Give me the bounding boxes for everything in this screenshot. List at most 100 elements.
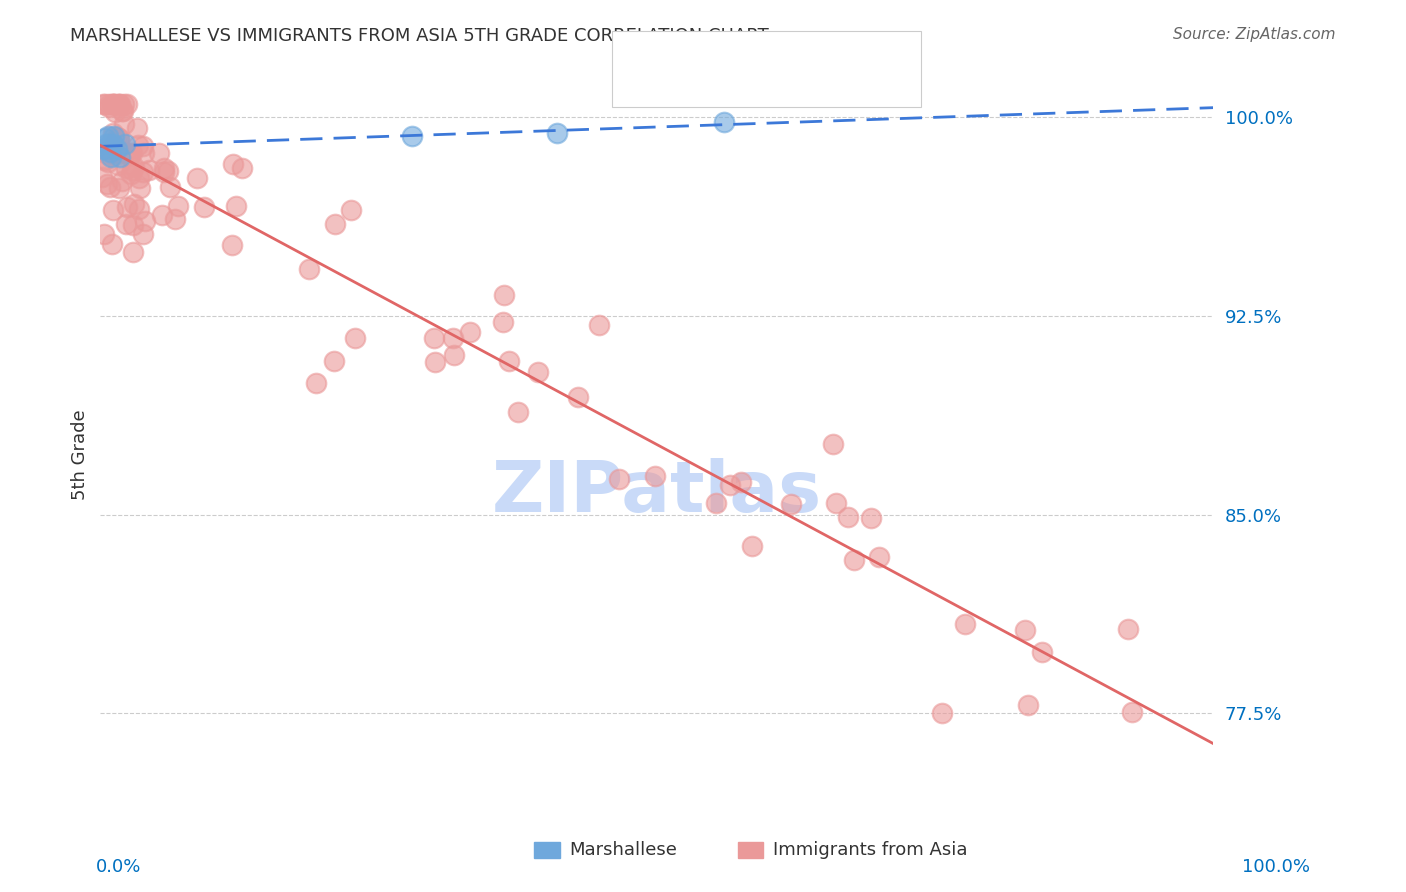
Point — [443, 348, 465, 362]
Point — [401, 128, 423, 143]
Point — [112, 103, 135, 118]
Point — [101, 202, 124, 217]
Point — [186, 171, 208, 186]
Point — [527, 365, 550, 379]
Point — [127, 120, 149, 135]
Point — [107, 146, 129, 161]
Point — [98, 136, 121, 151]
Point — [165, 211, 187, 226]
Point — [122, 161, 145, 175]
Point — [166, 199, 188, 213]
Point — [1014, 623, 1036, 637]
Point — [96, 146, 118, 161]
Point — [121, 162, 143, 177]
Point — [115, 97, 138, 112]
Bar — [623, 68, 654, 87]
Point — [153, 161, 176, 175]
Point — [98, 141, 121, 155]
Point — [931, 706, 953, 721]
Text: 0.0%: 0.0% — [96, 858, 141, 876]
Point — [129, 181, 152, 195]
Point — [148, 145, 170, 160]
Point — [121, 145, 143, 160]
Point — [741, 539, 763, 553]
Point — [609, 472, 631, 486]
Point — [108, 97, 131, 112]
Point — [107, 97, 129, 112]
Point — [823, 437, 845, 451]
Point — [114, 161, 136, 176]
Point — [91, 170, 114, 185]
Text: MARSHALLESE VS IMMIGRANTS FROM ASIA 5TH GRADE CORRELATION CHART: MARSHALLESE VS IMMIGRANTS FROM ASIA 5TH … — [70, 27, 769, 45]
Point — [94, 131, 117, 145]
Point — [94, 136, 117, 151]
Point — [1116, 622, 1139, 636]
Text: Source: ZipAtlas.com: Source: ZipAtlas.com — [1173, 27, 1336, 42]
Point — [546, 126, 568, 140]
Point — [138, 163, 160, 178]
Point — [97, 155, 120, 169]
Point — [842, 553, 865, 567]
Point — [91, 97, 114, 112]
Point — [713, 115, 735, 129]
Point — [101, 140, 124, 154]
Point — [423, 355, 446, 369]
Point — [115, 200, 138, 214]
Point — [221, 157, 243, 171]
Point — [704, 496, 727, 510]
Point — [132, 139, 155, 153]
Point — [93, 153, 115, 168]
Point — [127, 138, 149, 153]
Text: Marshallese: Marshallese — [569, 841, 678, 859]
Point — [837, 510, 859, 524]
Point — [100, 150, 122, 164]
Text: ZIPatlas: ZIPatlas — [492, 458, 823, 527]
Point — [98, 145, 121, 159]
Point — [298, 261, 321, 276]
Point — [718, 478, 741, 492]
Point — [134, 214, 156, 228]
Point — [221, 237, 243, 252]
Point — [107, 158, 129, 172]
Point — [100, 97, 122, 112]
Text: R = -0.220    N = 113: R = -0.220 N = 113 — [662, 69, 890, 87]
Text: R =  0.079    N =   16: R = 0.079 N = 16 — [662, 39, 901, 57]
Point — [441, 331, 464, 345]
Point — [96, 178, 118, 192]
Point — [868, 549, 890, 564]
Point — [1031, 645, 1053, 659]
Point — [93, 97, 115, 112]
Point — [567, 390, 589, 404]
Point — [118, 147, 141, 161]
Point — [105, 143, 128, 157]
Point — [111, 174, 134, 188]
Point — [422, 331, 444, 345]
Point — [305, 376, 328, 390]
Point — [323, 217, 346, 231]
Point — [97, 128, 120, 143]
Point — [105, 129, 128, 144]
Point — [458, 325, 481, 339]
Point — [114, 145, 136, 159]
Point — [340, 202, 363, 217]
Point — [93, 227, 115, 241]
Text: Immigrants from Asia: Immigrants from Asia — [773, 841, 967, 859]
Point — [91, 142, 114, 156]
Point — [128, 171, 150, 186]
Point — [101, 136, 124, 151]
Bar — [738, 842, 763, 858]
Point — [344, 331, 367, 345]
Point — [644, 469, 666, 483]
Point — [103, 97, 125, 112]
Point — [150, 208, 173, 222]
Point — [494, 287, 516, 301]
Point — [103, 97, 125, 112]
Point — [152, 165, 174, 179]
Point — [111, 103, 134, 118]
Point — [98, 180, 121, 194]
Point — [193, 200, 215, 214]
Point — [225, 199, 247, 213]
Point — [103, 97, 125, 112]
Point — [103, 128, 125, 143]
Point — [108, 180, 131, 194]
